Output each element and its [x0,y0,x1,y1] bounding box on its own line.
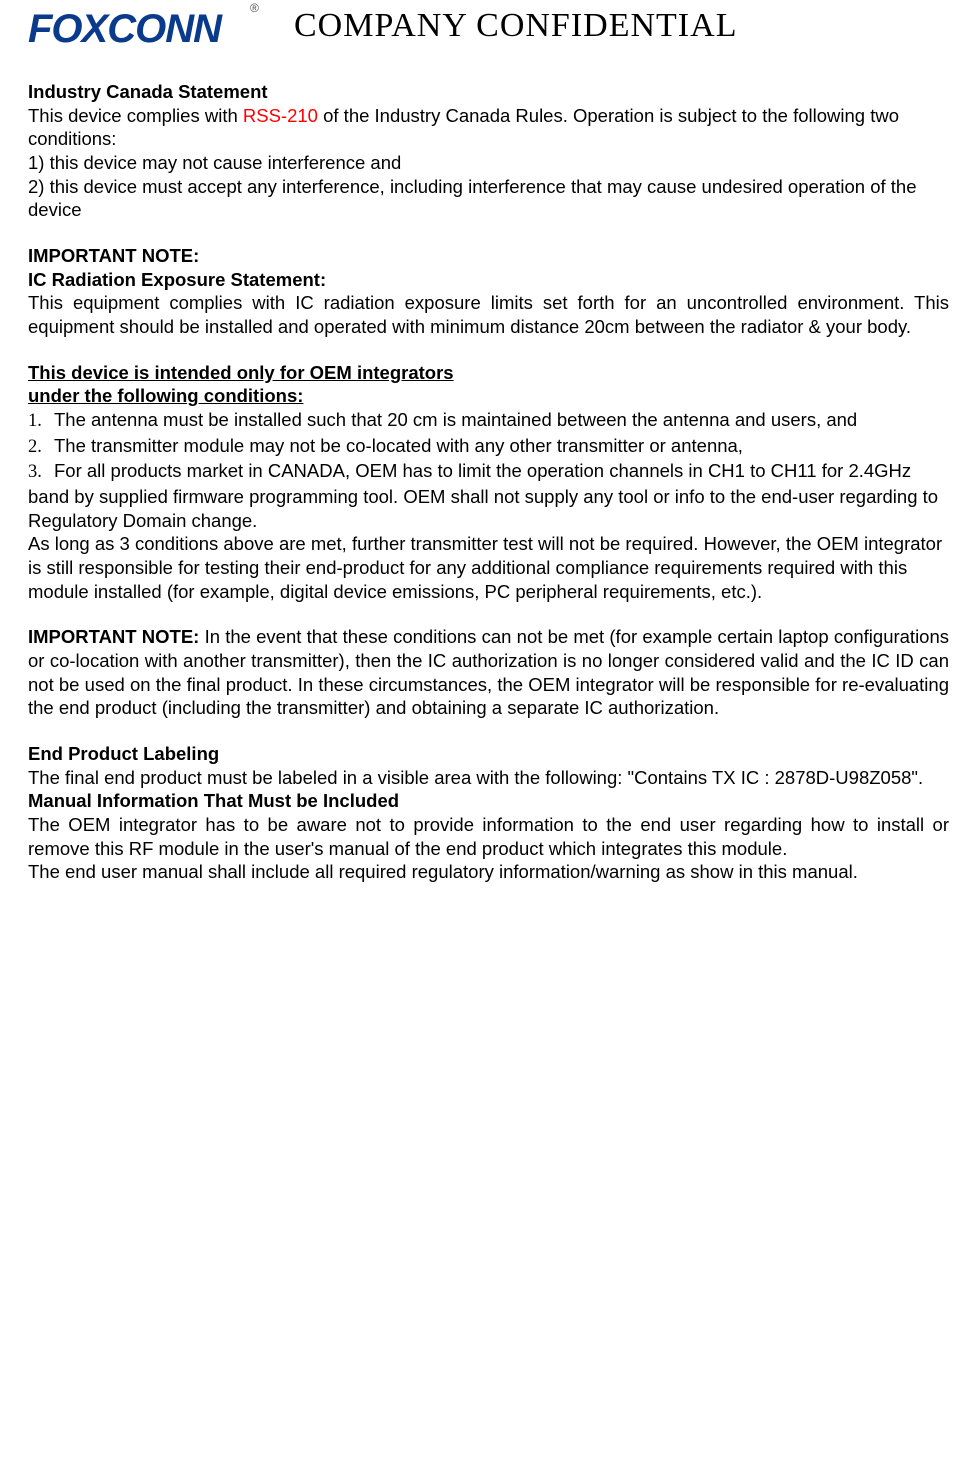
manual-info-body-2: The end user manual shall include all re… [28,860,949,884]
svg-text:®: ® [250,1,259,15]
page-header: FOXCONN ® COMPANY CONFIDENTIAL [28,0,949,52]
oem-item-1: 1.The antenna must be installed such tha… [28,408,949,434]
oem-item-2: 2.The transmitter module may not be co-l… [28,434,949,460]
oem-item-2-text: The transmitter module may not be co-loc… [54,435,743,456]
important-note-label: IMPORTANT NOTE: [28,244,949,268]
oem-item-3-text: For all products market in CANADA, OEM h… [28,460,938,530]
oem-title-l1: This device is intended only for OEM int… [28,361,949,385]
list-num-3: 3. [28,461,54,485]
oem-followup: As long as 3 conditions above are met, f… [28,532,949,603]
end-label-body: The final end product must be labeled in… [28,766,949,790]
imp-note2-label: IMPORTANT NOTE: [28,626,199,647]
document-page: FOXCONN ® COMPANY CONFIDENTIAL Industry … [0,0,977,1458]
list-num-2: 2. [28,436,54,460]
ic-line1-rss: RSS-210 [243,105,318,126]
ic-statement-line1: This device complies with RSS-210 of the… [28,104,949,151]
ic-statement-title: Industry Canada Statement [28,80,949,104]
manual-info-body-1: The OEM integrator has to be aware not t… [28,813,949,860]
foxconn-logo: FOXCONN ® [28,0,266,52]
oem-title-l2: under the following conditions: [28,384,949,408]
svg-text:FOXCONN: FOXCONN [28,7,223,51]
ic-cond-2: 2) this device must accept any interfere… [28,175,949,222]
ic-line1-pre: This device complies with [28,105,243,126]
header-title: COMPANY CONFIDENTIAL [294,7,737,45]
oem-item-3: 3.For all products market in CANADA, OEM… [28,459,949,532]
ic-rad-title: IC Radiation Exposure Statement: [28,268,949,292]
important-note-2: IMPORTANT NOTE: In the event that these … [28,625,949,720]
oem-item-1-text: The antenna must be installed such that … [54,409,857,430]
manual-info-title: Manual Information That Must be Included [28,789,949,813]
list-num-1: 1. [28,410,54,434]
document-body: Industry Canada Statement This device co… [28,80,949,884]
ic-rad-body: This equipment complies with IC radiatio… [28,291,949,338]
ic-cond-1: 1) this device may not cause interferenc… [28,151,949,175]
end-label-title: End Product Labeling [28,742,949,766]
